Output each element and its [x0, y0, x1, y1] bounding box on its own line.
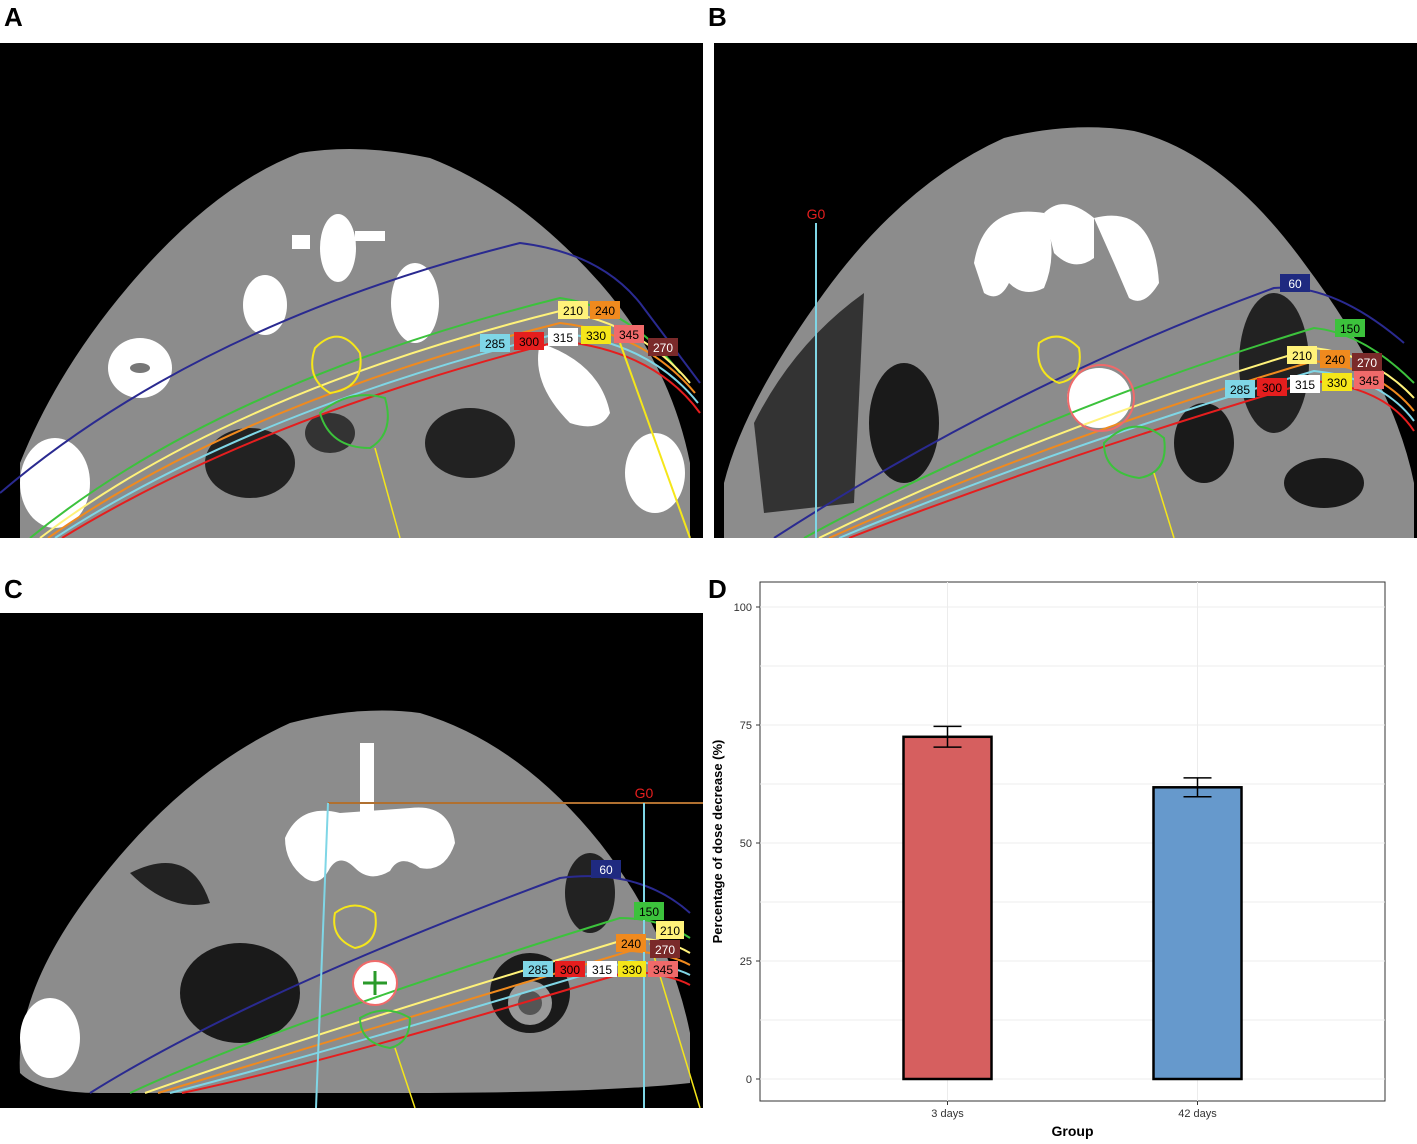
y-tick-label: 0 — [746, 1074, 752, 1086]
isodose-label: 315 — [553, 331, 573, 345]
isodose-label: 210 — [563, 304, 583, 318]
ct-image-a: 210 240 285 300 315 330 345 270 — [0, 43, 703, 538]
isodose-label: 240 — [595, 304, 615, 318]
isodose-label: 285 — [528, 963, 548, 977]
bars — [902, 725, 1243, 1081]
panel-letter-d: D — [708, 574, 727, 604]
isodose-label: 330 — [586, 329, 606, 343]
x-axis-label: Group — [1052, 1123, 1094, 1139]
bar — [1152, 786, 1243, 1081]
isodose-label: 210 — [660, 924, 680, 938]
isodose-label: 240 — [621, 937, 641, 951]
isodose-label: 60 — [1288, 277, 1302, 291]
isodose-label: 285 — [485, 337, 505, 351]
isodose-label: 300 — [560, 963, 580, 977]
x-tick-label: 3 days — [931, 1108, 964, 1120]
y-tick-label: 25 — [740, 956, 752, 968]
isodose-label: 300 — [1262, 381, 1282, 395]
y-ticks: 0 25 50 75 100 — [734, 602, 760, 1086]
y-tick-label: 50 — [740, 838, 752, 850]
x-tick-label: 42 days — [1178, 1108, 1217, 1120]
panel-letter-c: C — [4, 574, 23, 604]
isodose-label: 210 — [1292, 349, 1312, 363]
isodose-labels-c: 60 150 210 240 270 285 300 315 330 345 — [523, 860, 684, 977]
plot-area — [759, 581, 1386, 1102]
gantry-label-c: G0 — [635, 785, 654, 801]
bar — [902, 735, 993, 1081]
isodose-label: 150 — [1340, 322, 1360, 336]
isodose-labels-a: 210 240 285 300 315 330 345 270 — [480, 301, 678, 356]
bar-chart: 0 25 50 75 100 3 days 42 days Group Percentag… — [700, 572, 1417, 1139]
isodose-label: 315 — [592, 963, 612, 977]
isodose-label: 270 — [653, 341, 673, 355]
ct-image-c: G0 60 150 210 240 270 285 300 315 330 34… — [0, 613, 703, 1108]
isodose-label: 150 — [639, 905, 659, 919]
isodose-label: 330 — [622, 963, 642, 977]
isodose-label: 60 — [599, 863, 613, 877]
panel-letter-b: B — [708, 2, 727, 32]
isodose-labels-b: 60 150 210 240 270 285 300 315 330 345 — [1225, 274, 1384, 398]
ct-image-b: G0 60 150 210 240 270 285 300 315 330 34… — [714, 43, 1417, 538]
isodose-label: 270 — [1357, 356, 1377, 370]
isodose-label: 285 — [1230, 383, 1250, 397]
panel-letter-a: A — [4, 2, 23, 32]
isodose-label: 345 — [653, 963, 673, 977]
isodose-label: 240 — [1325, 353, 1345, 367]
isodose-label: 315 — [1295, 378, 1315, 392]
gantry-label-b: G0 — [807, 206, 826, 222]
isodose-label: 345 — [619, 328, 639, 342]
isodose-label: 330 — [1327, 376, 1347, 390]
y-tick-label: 100 — [734, 602, 752, 614]
y-axis-label: Percentage of dose decrease (%) — [710, 740, 725, 944]
isodose-label: 300 — [519, 335, 539, 349]
y-tick-label: 75 — [740, 720, 752, 732]
isodose-label: 270 — [655, 943, 675, 957]
isodose-label: 345 — [1359, 374, 1379, 388]
x-ticks: 3 days 42 days — [931, 1101, 1217, 1120]
